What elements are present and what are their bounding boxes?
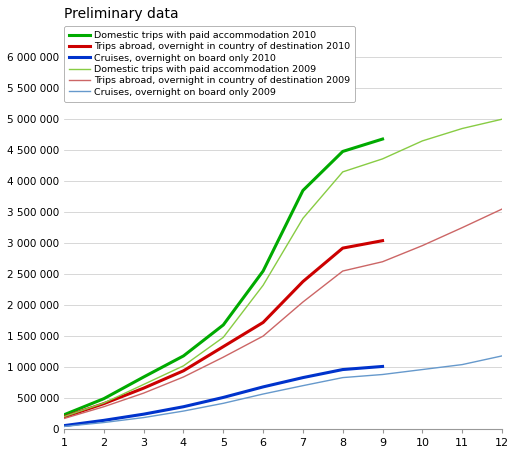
Domestic trips with paid accommodation 2009 — [260, 283, 266, 288]
Text: Preliminary data: Preliminary data — [64, 7, 179, 21]
Trips abroad, overnight in country of destination 2009 — [61, 416, 67, 421]
Cruises, overnight on board only 2009 — [499, 353, 505, 359]
Domestic trips with paid accommodation 2010 — [61, 412, 67, 418]
Trips abroad, overnight in country of destination 2009 — [220, 354, 227, 360]
Domestic trips with paid accommodation 2010 — [140, 374, 147, 380]
Domestic trips with paid accommodation 2009 — [61, 414, 67, 420]
Cruises, overnight on board only 2009 — [379, 372, 385, 377]
Domestic trips with paid accommodation 2009 — [459, 126, 465, 131]
Cruises, overnight on board only 2009 — [260, 391, 266, 397]
Domestic trips with paid accommodation 2009 — [220, 334, 227, 340]
Cruises, overnight on board only 2010 — [340, 367, 346, 372]
Domestic trips with paid accommodation 2009 — [420, 138, 426, 144]
Domestic trips with paid accommodation 2010 — [220, 322, 227, 328]
Trips abroad, overnight in country of destination 2009 — [459, 225, 465, 230]
Domestic trips with paid accommodation 2010 — [379, 136, 385, 142]
Line: Domestic trips with paid accommodation 2009: Domestic trips with paid accommodation 2… — [64, 119, 502, 417]
Cruises, overnight on board only 2009 — [300, 383, 306, 389]
Trips abroad, overnight in country of destination 2009 — [499, 206, 505, 212]
Trips abroad, overnight in country of destination 2010 — [140, 385, 147, 391]
Domestic trips with paid accommodation 2010 — [300, 188, 306, 193]
Domestic trips with paid accommodation 2010 — [101, 396, 107, 401]
Cruises, overnight on board only 2009 — [181, 408, 187, 414]
Trips abroad, overnight in country of destination 2010 — [340, 245, 346, 251]
Line: Cruises, overnight on board only 2009: Cruises, overnight on board only 2009 — [64, 356, 502, 426]
Domestic trips with paid accommodation 2009 — [140, 382, 147, 387]
Trips abroad, overnight in country of destination 2009 — [379, 259, 385, 264]
Trips abroad, overnight in country of destination 2009 — [340, 268, 346, 274]
Trips abroad, overnight in country of destination 2009 — [101, 404, 107, 410]
Cruises, overnight on board only 2009 — [459, 362, 465, 367]
Cruises, overnight on board only 2009 — [420, 367, 426, 372]
Legend: Domestic trips with paid accommodation 2010, Trips abroad, overnight in country : Domestic trips with paid accommodation 2… — [64, 26, 355, 101]
Trips abroad, overnight in country of destination 2009 — [420, 243, 426, 248]
Cruises, overnight on board only 2009 — [61, 424, 67, 429]
Cruises, overnight on board only 2010 — [61, 423, 67, 428]
Cruises, overnight on board only 2009 — [340, 375, 346, 380]
Cruises, overnight on board only 2009 — [140, 415, 147, 420]
Cruises, overnight on board only 2010 — [140, 411, 147, 417]
Line: Trips abroad, overnight in country of destination 2010: Trips abroad, overnight in country of de… — [64, 241, 382, 417]
Domestic trips with paid accommodation 2009 — [300, 216, 306, 221]
Line: Cruises, overnight on board only 2010: Cruises, overnight on board only 2010 — [64, 366, 382, 425]
Domestic trips with paid accommodation 2010 — [340, 149, 346, 154]
Trips abroad, overnight in country of destination 2009 — [140, 390, 147, 396]
Trips abroad, overnight in country of destination 2010 — [300, 279, 306, 284]
Cruises, overnight on board only 2009 — [101, 420, 107, 425]
Domestic trips with paid accommodation 2009 — [499, 116, 505, 122]
Cruises, overnight on board only 2010 — [260, 384, 266, 389]
Trips abroad, overnight in country of destination 2010 — [260, 320, 266, 325]
Cruises, overnight on board only 2010 — [300, 375, 306, 380]
Domestic trips with paid accommodation 2009 — [340, 169, 346, 175]
Trips abroad, overnight in country of destination 2010 — [181, 368, 187, 374]
Cruises, overnight on board only 2010 — [220, 394, 227, 400]
Line: Trips abroad, overnight in country of destination 2009: Trips abroad, overnight in country of de… — [64, 209, 502, 419]
Trips abroad, overnight in country of destination 2009 — [260, 334, 266, 339]
Trips abroad, overnight in country of destination 2009 — [181, 374, 187, 380]
Domestic trips with paid accommodation 2009 — [181, 363, 187, 369]
Cruises, overnight on board only 2010 — [101, 418, 107, 423]
Trips abroad, overnight in country of destination 2010 — [101, 401, 107, 406]
Trips abroad, overnight in country of destination 2010 — [220, 344, 227, 349]
Trips abroad, overnight in country of destination 2010 — [379, 238, 385, 243]
Domestic trips with paid accommodation 2009 — [379, 156, 385, 162]
Line: Domestic trips with paid accommodation 2010: Domestic trips with paid accommodation 2… — [64, 139, 382, 415]
Cruises, overnight on board only 2010 — [181, 404, 187, 410]
Trips abroad, overnight in country of destination 2009 — [300, 299, 306, 305]
Domestic trips with paid accommodation 2009 — [101, 400, 107, 406]
Trips abroad, overnight in country of destination 2010 — [61, 414, 67, 420]
Domestic trips with paid accommodation 2010 — [260, 268, 266, 274]
Cruises, overnight on board only 2010 — [379, 364, 385, 369]
Cruises, overnight on board only 2009 — [220, 400, 227, 406]
Domestic trips with paid accommodation 2010 — [181, 353, 187, 359]
